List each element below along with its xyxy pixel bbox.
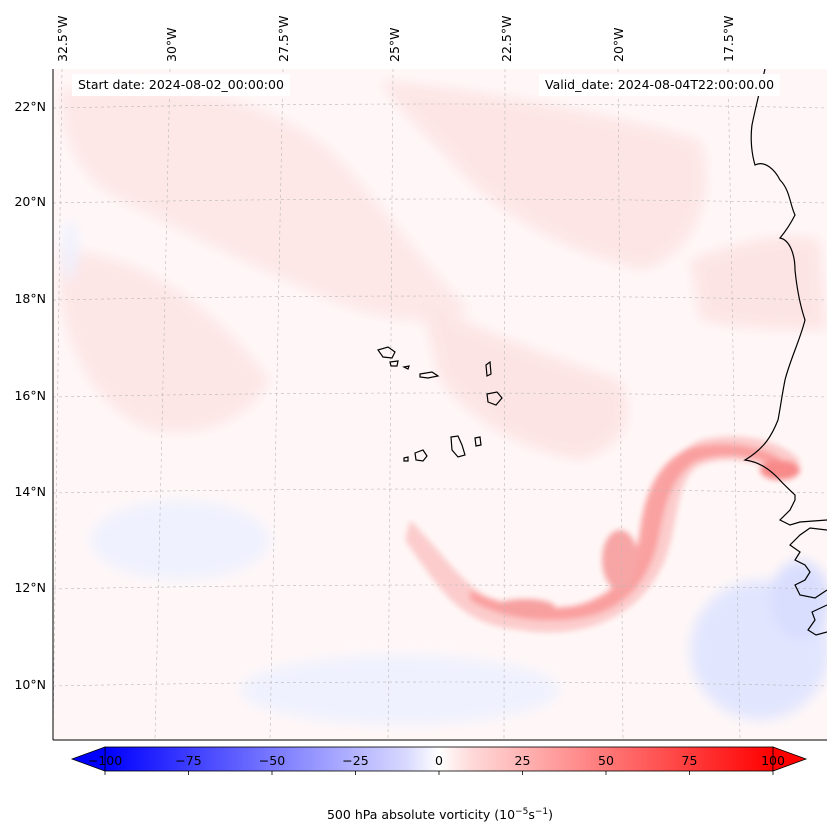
colorbar-tick-label: −75: [175, 753, 202, 768]
lat-label-18n: 18°N: [14, 291, 46, 306]
island-santa-luzia: [402, 365, 410, 370]
coastlines: [377, 69, 827, 636]
negative-patch-west-edge: [62, 220, 78, 280]
island-boa-vista: [486, 391, 503, 406]
colorbar-title-exp2: −1: [534, 807, 549, 817]
start-date-label: Start date: 2024-08-02_00:00:00: [72, 74, 290, 96]
colorbar-title-suffix: ): [548, 807, 553, 823]
lon-label-32-5w: 32.5°W: [55, 15, 70, 62]
lat-label-10n: 10°N: [14, 677, 46, 692]
colorbar-tick-marks: [104, 771, 774, 775]
colorbar-tick-label: 0: [435, 753, 443, 768]
island-sal: [485, 360, 492, 377]
colorbar: [70, 746, 808, 775]
lon-label-22-5w: 22.5°W: [499, 15, 514, 62]
colorbar-title-prefix: 500 hPa absolute vorticity (10: [326, 807, 516, 823]
island-sao-vicente: [389, 360, 399, 367]
lon-label-27-5w: 27.5°W: [276, 15, 291, 62]
colorbar-extend-min: [70, 746, 106, 772]
positive-region-central: [420, 300, 628, 460]
island-brava: [403, 456, 409, 462]
graticule: [53, 69, 827, 740]
island-fogo: [414, 449, 428, 462]
positive-region-east-band: [690, 236, 827, 330]
colorbar-tick-label: −50: [258, 753, 286, 768]
positive-region-west: [60, 250, 270, 433]
island-sao-nicolau: [419, 371, 440, 379]
lat-label-22n: 22°N: [14, 99, 46, 114]
west-africa-coast-south: [789, 527, 827, 599]
lat-label-20n: 20°N: [14, 194, 46, 209]
colorbar-extend-max: [772, 746, 808, 772]
colorbar-tick-label: 25: [514, 753, 531, 768]
west-africa-coast: [743, 69, 827, 526]
island-santo-antao: [377, 346, 396, 359]
colorbar-title-exp1: −5: [515, 807, 529, 817]
colorbar-tick-label: 50: [598, 753, 614, 768]
coast-bissau: [807, 604, 827, 636]
colorbar-tick-label: 100: [761, 753, 785, 768]
vorticity-max-loop: [602, 530, 638, 590]
valid-date-label: Valid_date: 2024-08-04T22:00:00.00: [539, 74, 781, 96]
lon-label-20w: 20°W: [611, 27, 626, 62]
colorbar-tick-label: 75: [681, 753, 698, 768]
lon-label-17-5w: 17.5°W: [721, 15, 736, 62]
vorticity-max-coast: [760, 460, 800, 480]
positive-region-northwest: [60, 86, 470, 321]
vorticity-field: [60, 80, 827, 725]
colorbar-title-mid: s: [528, 807, 535, 823]
vorticity-max-south: [495, 599, 555, 615]
negative-patch-coast: [770, 560, 827, 640]
positive-region-north: [380, 80, 707, 270]
colorbar-tick-label: −25: [342, 753, 369, 768]
lat-label-12n: 12°N: [14, 580, 46, 595]
lon-label-25w: 25°W: [387, 27, 402, 62]
negative-patch-south: [240, 655, 560, 725]
colorbar-title: 500 hPa absolute vorticity (10−5s−1): [0, 807, 837, 822]
lon-label-30w: 30°W: [164, 27, 179, 62]
colorbar-tick-label: −100: [87, 753, 123, 768]
island-maio: [474, 436, 482, 447]
lat-label-14n: 14°N: [14, 484, 46, 499]
island-santiago: [450, 435, 466, 458]
negative-patch-southwest: [90, 500, 270, 580]
lat-label-16n: 16°N: [14, 388, 46, 403]
